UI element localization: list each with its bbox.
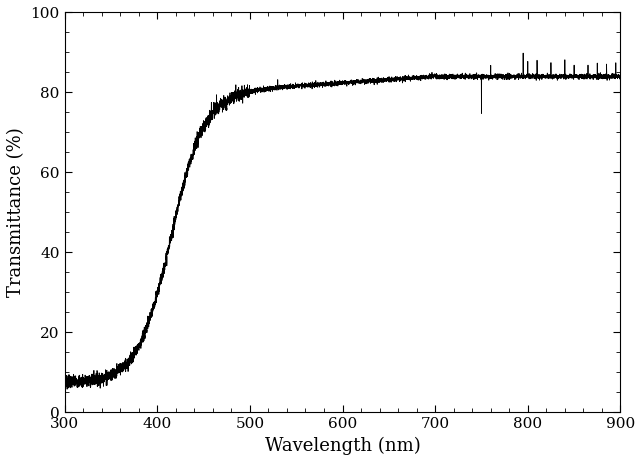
Y-axis label: Transmittance (%): Transmittance (%) (7, 128, 25, 297)
X-axis label: Wavelength (nm): Wavelength (nm) (265, 437, 421, 455)
